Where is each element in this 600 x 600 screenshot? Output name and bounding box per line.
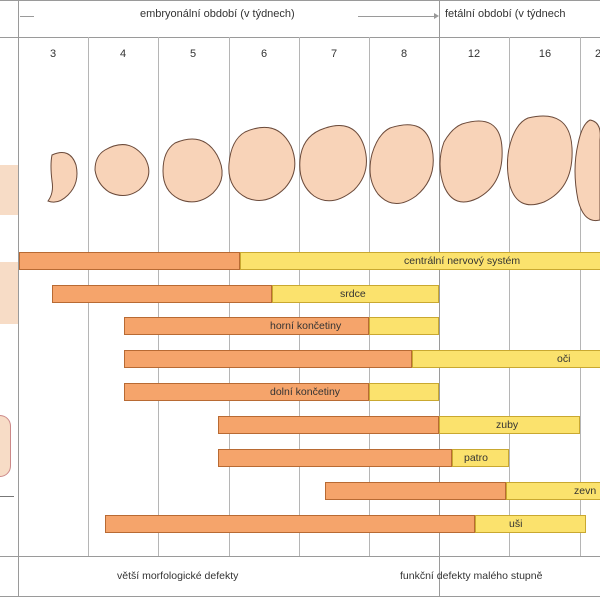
- heart-major-bar: [52, 285, 272, 303]
- organ-label-upper-limbs: horní končetiny: [270, 320, 342, 332]
- teeth-major-bar: [218, 416, 439, 434]
- week-label: 12: [467, 48, 481, 60]
- external-genitalia-major-bar: [325, 482, 506, 500]
- side-panel-illustration: [0, 262, 18, 324]
- period-arrow: [358, 16, 436, 17]
- cns-major-bar: [19, 252, 240, 270]
- week-divider: [580, 37, 581, 556]
- minor-defects-label: funkční defekty malého stupně: [400, 570, 543, 582]
- organ-label-teeth: zuby: [496, 419, 519, 431]
- embryo-week-3-icon: [47, 152, 78, 203]
- week-label: 2: [594, 48, 600, 60]
- side-column-divider: [18, 0, 19, 596]
- fetus-week-16-icon: [506, 115, 573, 206]
- palate-minor-bar: [452, 449, 509, 467]
- bottom-border: [0, 596, 600, 597]
- ears-major-bar: [105, 515, 475, 533]
- week-label: 4: [119, 48, 127, 60]
- embryo-week-7-icon: [299, 125, 367, 202]
- palate-major-bar: [218, 449, 452, 467]
- major-defects-label: větší morfologické defekty: [117, 570, 239, 582]
- side-panel-illustration: [0, 165, 18, 215]
- week-label: 16: [538, 48, 552, 60]
- external-genitalia-minor-bar: [506, 482, 600, 500]
- top-border: [0, 0, 600, 1]
- teeth-minor-bar: [439, 416, 580, 434]
- fetal-period-label: fetální období (v týdnech: [445, 8, 566, 20]
- heart-minor-bar: [272, 285, 439, 303]
- organ-label-ears: uši: [509, 518, 523, 530]
- organ-label-eyes: oči: [557, 353, 571, 365]
- upper-limbs-major-bar: [124, 317, 369, 335]
- upper-limbs-minor-bar: [369, 317, 439, 335]
- organ-label-cns: centrální nervový systém: [404, 255, 521, 267]
- embryo-week-4-icon: [94, 144, 150, 196]
- period-arrow-head: [434, 13, 439, 19]
- period-divider: [439, 0, 440, 596]
- embryo-illustrations: [47, 115, 600, 222]
- week-label: 7: [330, 48, 338, 60]
- side-panel-arrow: [0, 496, 14, 497]
- organ-label-heart: srdce: [340, 288, 366, 300]
- ears-minor-bar: [475, 515, 586, 533]
- header-divider: [0, 37, 600, 38]
- lower-limbs-minor-bar: [369, 383, 439, 401]
- week-label: 3: [49, 48, 57, 60]
- embryo-week-6-icon: [228, 126, 296, 201]
- footer-divider: [0, 556, 600, 557]
- organ-label-palate: patro: [464, 452, 488, 464]
- eyes-major-bar: [124, 350, 412, 368]
- organ-label-lower-limbs: dolní končetiny: [270, 386, 341, 398]
- embryo-week-8-icon: [369, 124, 434, 204]
- week-label: 8: [400, 48, 408, 60]
- embryo-week-5-icon: [162, 138, 223, 203]
- side-panel-illustration: [0, 415, 11, 477]
- eyes-minor-bar: [412, 350, 600, 368]
- fetus-week-12-icon: [439, 120, 503, 203]
- period-arrow: [20, 16, 34, 17]
- embryonic-period-label: embryonální období (v týdnech): [140, 8, 295, 20]
- week-label: 5: [189, 48, 197, 60]
- lower-limbs-major-bar: [124, 383, 369, 401]
- cns-minor-bar: [240, 252, 600, 270]
- organ-label-external-genitalia: zevn: [574, 485, 597, 497]
- fetus-week-20-icon: [574, 119, 600, 222]
- week-label: 6: [260, 48, 268, 60]
- week-divider: [509, 37, 510, 556]
